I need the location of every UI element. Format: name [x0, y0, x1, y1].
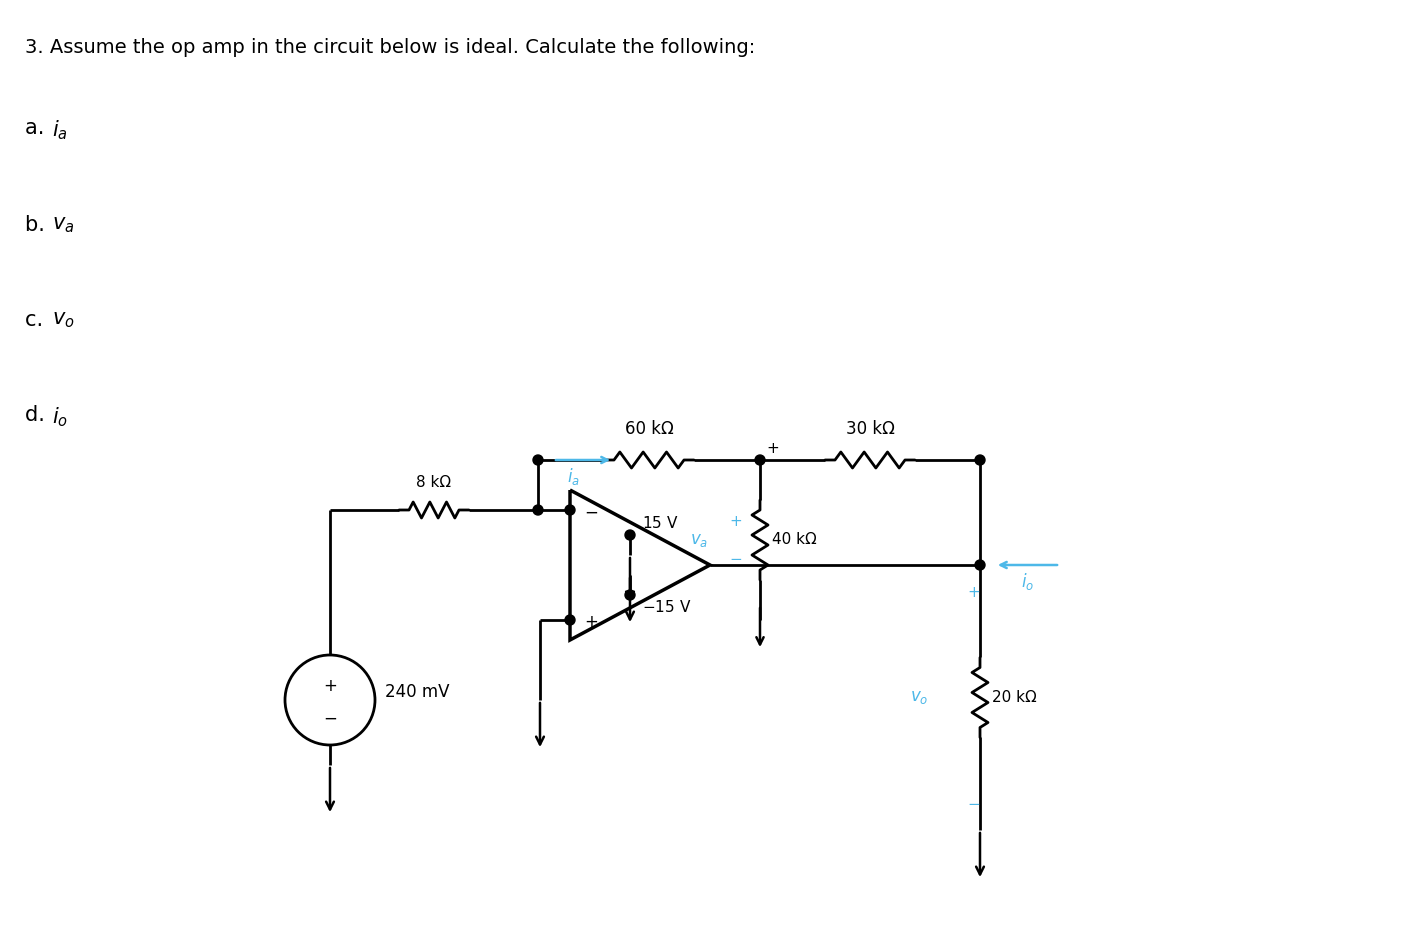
Text: $+$: $+$ — [729, 514, 741, 529]
Text: d.: d. — [25, 405, 51, 425]
Text: $i_o$: $i_o$ — [1021, 571, 1035, 592]
Text: 30 kΩ: 30 kΩ — [846, 420, 894, 438]
Text: $+$: $+$ — [765, 441, 779, 456]
Text: $v_o$: $v_o$ — [909, 688, 928, 707]
Text: $+$: $+$ — [967, 585, 980, 600]
Text: $i_o$: $i_o$ — [52, 405, 68, 429]
Circle shape — [532, 505, 544, 515]
Text: $-$: $-$ — [585, 503, 599, 521]
Circle shape — [565, 615, 575, 625]
Text: $-15\ \mathrm{V}$: $-15\ \mathrm{V}$ — [642, 599, 692, 615]
Text: 20 kΩ: 20 kΩ — [993, 690, 1036, 705]
Text: $v_o$: $v_o$ — [52, 310, 75, 330]
Circle shape — [626, 590, 635, 600]
Text: $v_a$: $v_a$ — [690, 531, 707, 549]
Circle shape — [565, 505, 575, 515]
Text: $v_a$: $v_a$ — [52, 215, 75, 235]
Circle shape — [755, 455, 765, 465]
Text: 60 kΩ: 60 kΩ — [624, 420, 674, 438]
Text: $i_a$: $i_a$ — [52, 118, 68, 141]
Text: $-$: $-$ — [323, 709, 337, 727]
Text: 40 kΩ: 40 kΩ — [772, 533, 816, 548]
Circle shape — [976, 560, 986, 570]
Text: 8 kΩ: 8 kΩ — [417, 475, 452, 490]
Text: 240 mV: 240 mV — [385, 683, 449, 701]
Text: $15\ \mathrm{V}$: $15\ \mathrm{V}$ — [642, 515, 679, 531]
Circle shape — [976, 455, 986, 465]
Text: c.: c. — [25, 310, 49, 330]
Text: $i_a$: $i_a$ — [566, 466, 579, 487]
Text: $+$: $+$ — [323, 677, 337, 695]
Circle shape — [626, 530, 635, 540]
Circle shape — [532, 455, 544, 465]
Text: $+$: $+$ — [585, 613, 599, 631]
Text: a.: a. — [25, 118, 51, 138]
Text: $-$: $-$ — [729, 551, 741, 565]
Text: 3. Assume the op amp in the circuit below is ideal. Calculate the following:: 3. Assume the op amp in the circuit belo… — [25, 38, 755, 57]
Text: b.: b. — [25, 215, 51, 235]
Text: $-$: $-$ — [967, 795, 980, 810]
